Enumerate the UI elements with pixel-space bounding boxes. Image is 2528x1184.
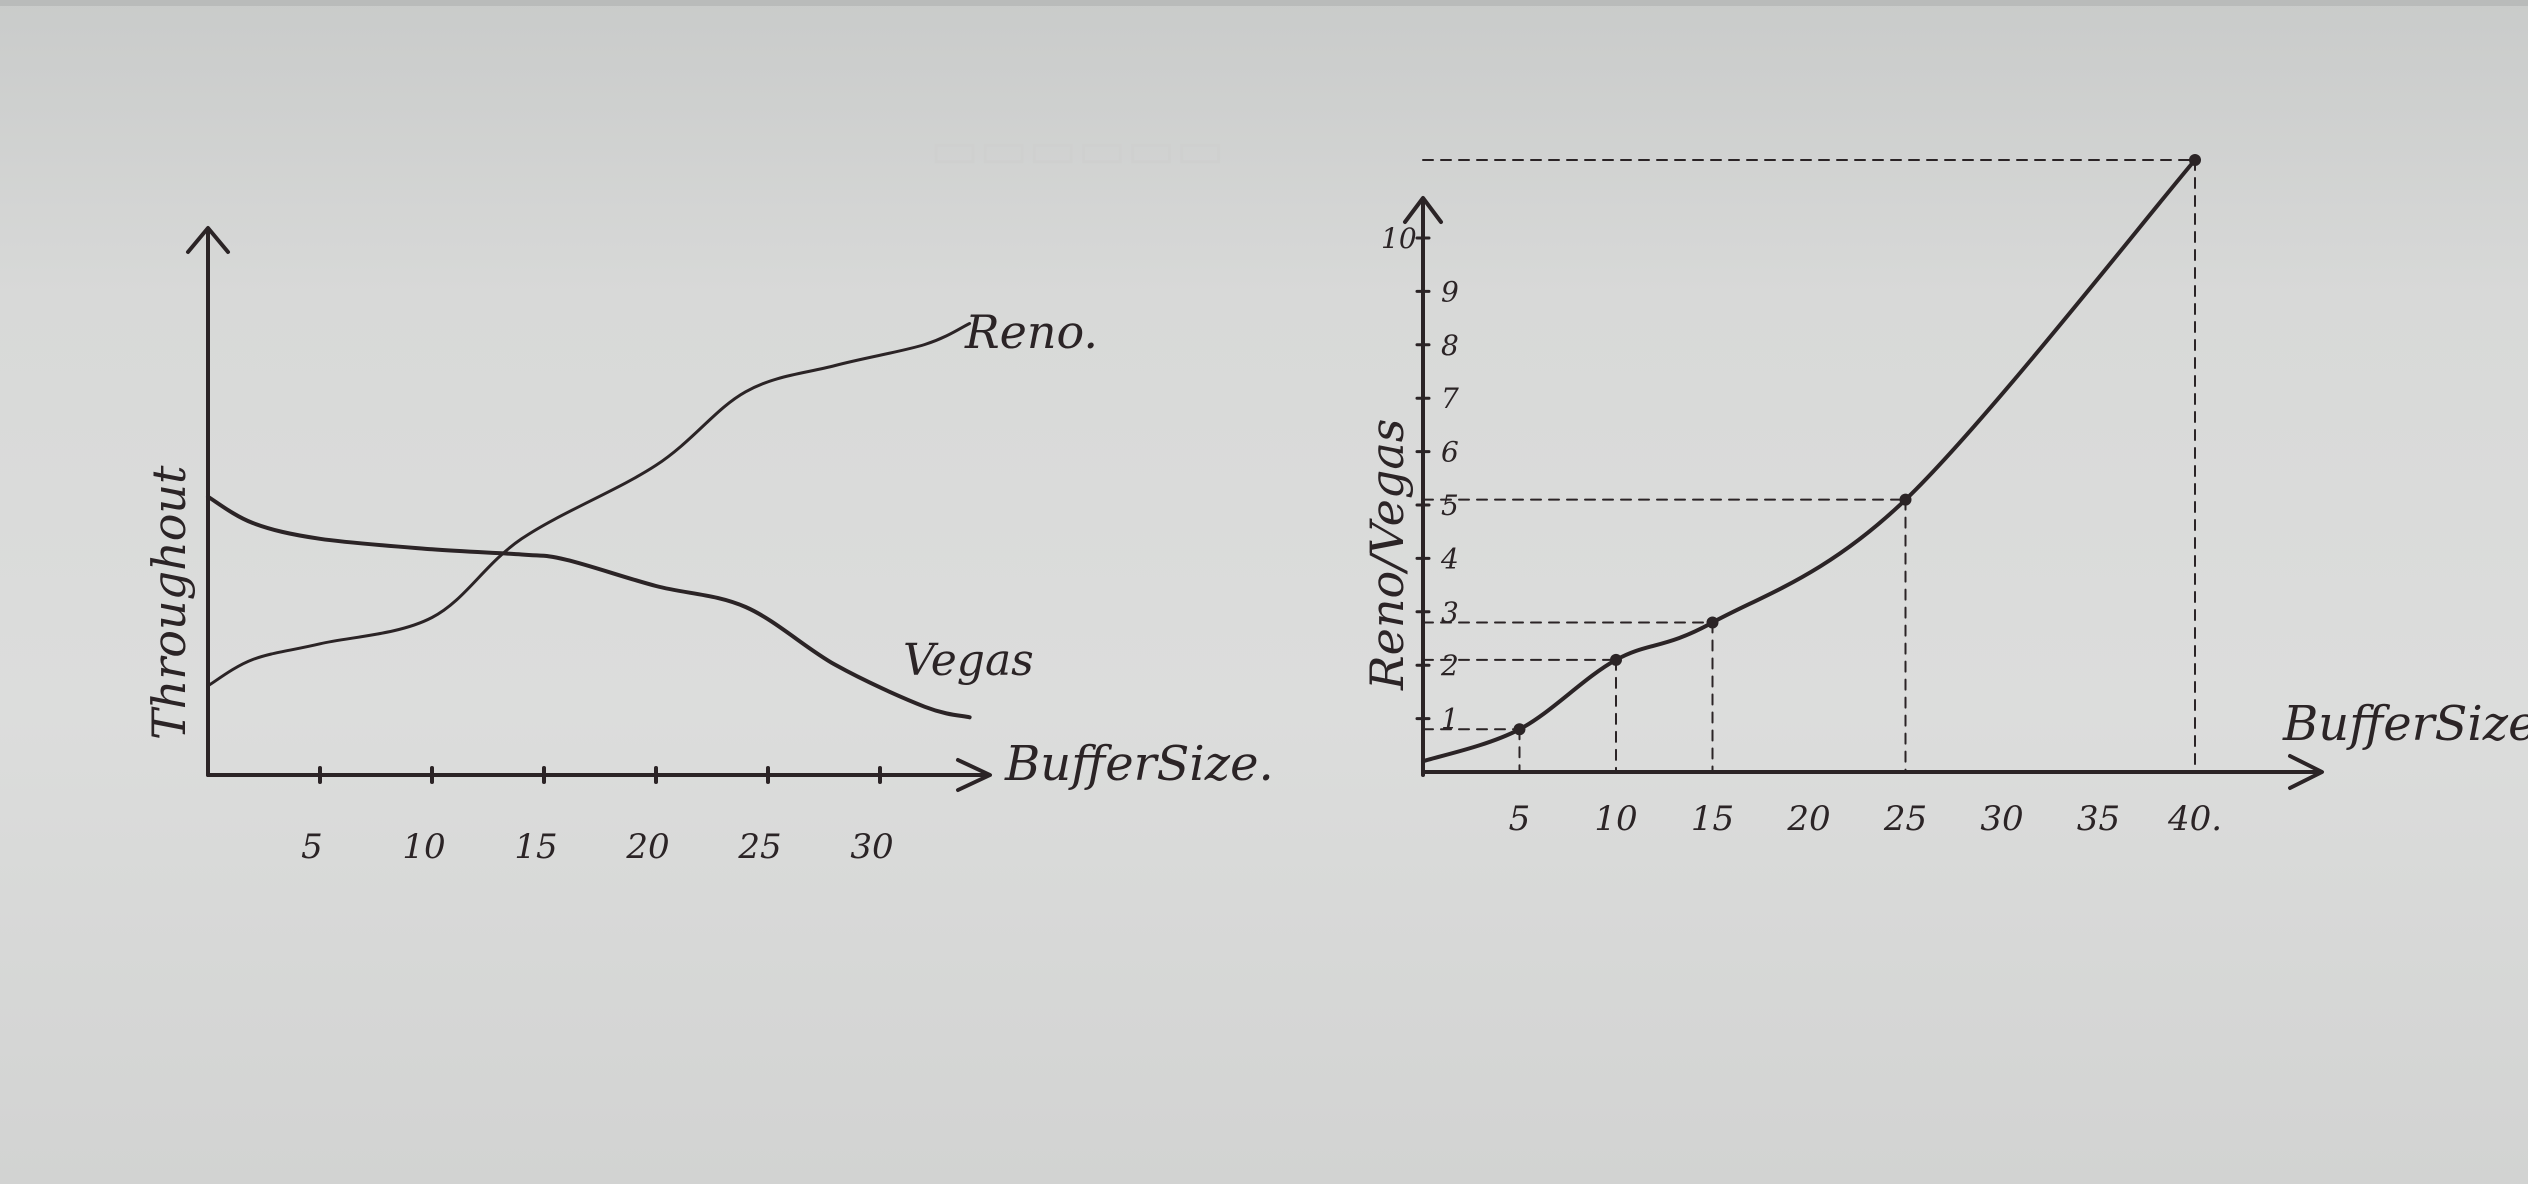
left-x-axis-arrow [956,758,992,792]
ratio-point-25 [1899,493,1912,506]
ratio-series-line [1421,158,2197,764]
right-y-tick-label-4: 4 [1440,542,1459,575]
ratio-point-40 [2189,154,2201,166]
right-x-tick-label-25: 25 [1883,799,1927,839]
right-x-axis-label: BufferSize. [2282,696,2528,752]
reno-vegas-ratio-chart: Reno/Vegas BufferSize. 5 10 15 20 25 30 35 40.1… [1360,154,2528,839]
reno-series-label: Reno. [964,305,1098,359]
left-x-tick-label-20: 20 [625,827,669,867]
ratio-point-10 [1610,653,1622,666]
right-ticks: 5 10 15 20 25 30 35 40. 1 2 3 4 5 6 7 8 9 10 [1381,222,2222,839]
left-x-tick-label-25: 25 [737,827,781,867]
right-x-tick-label-35: 35 [2077,799,2120,839]
vegas-series-label: Vegas [903,635,1034,686]
right-x-tick-label-40: 40. [2167,799,2222,839]
right-x-tick-label-20: 20 [1786,799,1830,839]
right-y-tick-label-3: 3 [1441,596,1459,629]
right-x-tick-label-5: 5 [1509,799,1531,839]
right-y-axis-label: Reno/Vegas [1360,419,1414,691]
right-y-tick-label-8: 8 [1441,329,1459,362]
left-y-axis-arrow [186,226,230,254]
right-series-group [1421,154,2201,764]
left-x-ticks: 5 10 15 20 25 30 [301,766,894,867]
paper-edge [0,0,2528,6]
ratio-point-15 [1706,616,1719,629]
left-x-tick-label-10: 10 [402,827,445,867]
left-x-tick-label-30: 30 [850,827,893,867]
right-x-axis-arrow [2288,754,2324,790]
right-y-tick-label-6: 6 [1441,436,1459,469]
right-y-tick-label-7: 7 [1441,382,1459,415]
right-y-tick-label-5: 5 [1441,489,1459,522]
right-y-tick-label-10: 10 [1381,222,1417,255]
throughput-chart: Throughout BufferSize. 5 10 15 20 25 30 Reno.… [142,226,1274,867]
reno-series-line [206,322,972,688]
right-y-tick-label-9: 9 [1441,275,1459,308]
right-y-tick-label-2: 2 [1440,649,1459,682]
left-series-group [206,322,972,720]
right-x-tick-label-15: 15 [1691,799,1734,839]
right-guide-lines [1422,159,2196,773]
right-x-tick-label-30: 30 [1980,799,2023,839]
vegas-series-line [206,494,972,720]
left-x-tick-label-5: 5 [301,827,323,867]
left-x-tick-label-15: 15 [514,827,557,867]
left-y-axis-label: Throughout [142,465,196,740]
right-x-tick-label-10: 10 [1594,799,1637,839]
right-y-axis-arrow [1403,196,1443,224]
right-y-tick-label-1: 1 [1441,703,1459,736]
ratio-point-5 [1513,723,1526,736]
left-x-axis-label: BufferSize. [1004,736,1274,792]
